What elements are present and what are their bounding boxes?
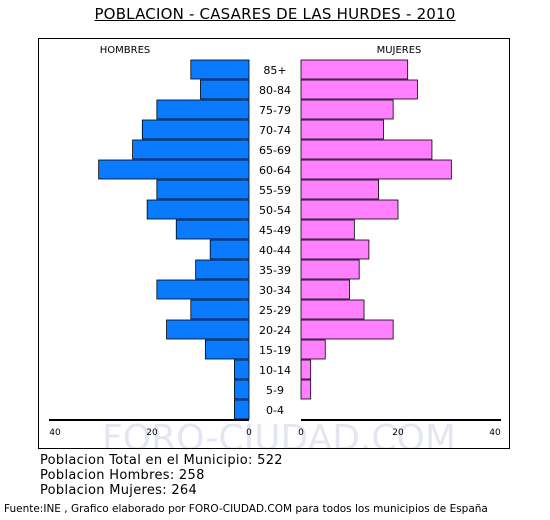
bar-hombres-60-64 xyxy=(98,159,250,180)
age-label-35-39: 35-39 xyxy=(259,264,291,277)
bar-hombres-5-9 xyxy=(234,379,250,400)
chart-frame: FORO-CIUDAD.COM HOMBRES MUJERES 85+ 80-84 75-… xyxy=(38,38,510,449)
legend-mujeres: MUJERES xyxy=(377,45,422,56)
stat-mujeres: Poblacion Mujeres: 264 xyxy=(40,483,198,498)
legend-hombres: HOMBRES xyxy=(100,45,151,56)
stat-hombres: Poblacion Hombres: 258 xyxy=(40,468,205,483)
bar-hombres-40-44 xyxy=(209,239,250,260)
age-label-60-64: 60-64 xyxy=(259,164,291,177)
bar-hombres-35-39 xyxy=(195,259,250,280)
watermark-text: FORO-CIUDAD.COM xyxy=(102,418,456,448)
bar-hombres-70-74 xyxy=(141,119,250,140)
bar-mujeres-15-19 xyxy=(300,339,326,360)
bar-mujeres-30-34 xyxy=(300,279,350,300)
tick-left-0: 0 xyxy=(246,428,252,438)
bar-hombres-20-24 xyxy=(166,319,250,340)
bar-mujeres-55-59 xyxy=(300,179,379,200)
age-label-50-54: 50-54 xyxy=(259,204,291,217)
age-label-0-4: 0-4 xyxy=(266,404,284,417)
age-label-85+: 85+ xyxy=(263,64,286,77)
chart-title: POBLACION - CASARES DE LAS HURDES - 2010 xyxy=(94,5,456,23)
bar-hombres-50-54 xyxy=(146,199,250,220)
tick-right-0: 0 xyxy=(298,428,304,438)
bar-mujeres-60-64 xyxy=(300,159,452,180)
bar-mujeres-35-39 xyxy=(300,259,360,280)
bar-mujeres-10-14 xyxy=(300,359,312,380)
bar-hombres-75-79 xyxy=(156,99,250,120)
age-label-25-29: 25-29 xyxy=(259,304,291,317)
tick-left-40: 40 xyxy=(49,428,61,438)
stat-total: Poblacion Total en el Municipio: 522 xyxy=(40,453,283,468)
age-label-5-9: 5-9 xyxy=(266,384,284,397)
bar-mujeres-25-29 xyxy=(300,299,365,320)
bar-hombres-45-49 xyxy=(175,219,250,240)
age-label-10-14: 10-14 xyxy=(259,364,291,377)
bar-mujeres-5-9 xyxy=(300,379,312,400)
bar-hombres-10-14 xyxy=(234,359,250,380)
bar-mujeres-65-69 xyxy=(300,139,433,160)
bar-hombres-55-59 xyxy=(156,179,250,200)
bar-mujeres-70-74 xyxy=(300,119,384,140)
bar-hombres-85+ xyxy=(190,59,250,80)
bar-mujeres-85+ xyxy=(300,59,409,80)
bar-hombres-0-4 xyxy=(234,399,250,420)
age-label-70-74: 70-74 xyxy=(259,124,291,137)
bar-mujeres-80-84 xyxy=(300,79,418,100)
age-label-75-79: 75-79 xyxy=(259,104,291,117)
bar-hombres-15-19 xyxy=(204,339,250,360)
age-label-55-59: 55-59 xyxy=(259,184,291,197)
bar-hombres-80-84 xyxy=(200,79,250,100)
age-label-80-84: 80-84 xyxy=(259,84,291,97)
bar-mujeres-50-54 xyxy=(300,199,399,220)
bar-mujeres-45-49 xyxy=(300,219,355,240)
bar-mujeres-40-44 xyxy=(300,239,370,260)
bar-hombres-30-34 xyxy=(156,279,250,300)
age-label-65-69: 65-69 xyxy=(259,144,291,157)
population-pyramid: FORO-CIUDAD.COM HOMBRES MUJERES 85+ 80-84 75-… xyxy=(49,45,501,448)
age-label-45-49: 45-49 xyxy=(259,224,291,237)
age-label-20-24: 20-24 xyxy=(259,324,291,337)
tick-right-40: 40 xyxy=(489,428,501,438)
tick-right-20: 20 xyxy=(392,428,404,438)
bar-mujeres-75-79 xyxy=(300,99,394,120)
age-label-15-19: 15-19 xyxy=(259,344,291,357)
bar-mujeres-20-24 xyxy=(300,319,394,340)
tick-left-20: 20 xyxy=(146,428,158,438)
source-footer: Fuente:INE , Grafico elaborado por FORO-… xyxy=(4,503,488,515)
bar-hombres-65-69 xyxy=(132,139,250,160)
bar-hombres-25-29 xyxy=(190,299,250,320)
age-label-40-44: 40-44 xyxy=(259,244,291,257)
age-label-30-34: 30-34 xyxy=(259,284,291,297)
